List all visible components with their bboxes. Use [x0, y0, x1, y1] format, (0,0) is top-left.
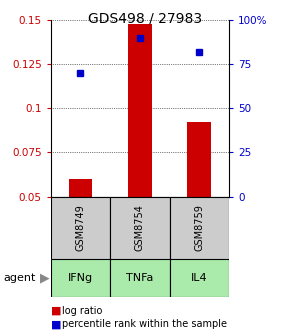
Bar — [69, 179, 92, 197]
Text: GSM8749: GSM8749 — [75, 204, 86, 251]
Bar — [128, 24, 152, 197]
Text: GDS498 / 27983: GDS498 / 27983 — [88, 12, 202, 26]
Text: IL4: IL4 — [191, 273, 208, 283]
Bar — [170, 197, 229, 259]
Bar — [170, 259, 229, 297]
Bar — [51, 259, 110, 297]
Bar — [110, 197, 170, 259]
Text: ▶: ▶ — [40, 271, 50, 285]
Text: IFNg: IFNg — [68, 273, 93, 283]
Bar — [51, 197, 110, 259]
Text: TNFa: TNFa — [126, 273, 154, 283]
Text: percentile rank within the sample: percentile rank within the sample — [62, 319, 227, 329]
Text: agent: agent — [3, 273, 35, 283]
Text: ■: ■ — [51, 306, 61, 316]
Bar — [188, 123, 211, 197]
Text: GSM8754: GSM8754 — [135, 204, 145, 251]
Text: GSM8759: GSM8759 — [194, 204, 204, 251]
Text: ■: ■ — [51, 319, 61, 329]
Bar — [110, 259, 170, 297]
Text: log ratio: log ratio — [62, 306, 103, 316]
